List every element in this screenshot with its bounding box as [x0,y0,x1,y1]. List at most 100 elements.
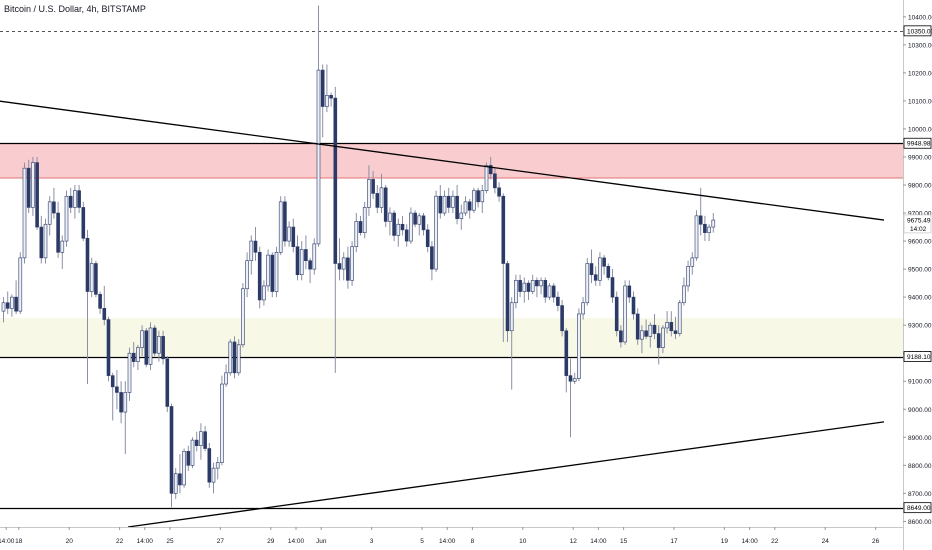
candle [299,241,304,281]
candle-body [283,201,287,242]
candle-body [438,195,443,214]
candle-body [5,302,10,309]
candle-body [379,187,384,208]
candle-body [409,212,413,242]
resistance-zone [0,142,903,179]
candle [358,215,363,236]
candle [64,190,69,247]
candle-body [703,223,707,233]
candle [22,162,27,264]
candle-body [304,249,308,261]
price-axis[interactable]: 8600.00 8700.00 8800.00 8900.00 9000.00 9100.… [903,0,932,550]
candle [682,277,686,306]
candle [644,319,648,340]
price-tick-label: 8900.00 [908,435,932,442]
candle-body [619,330,623,343]
candle-body [383,187,388,222]
candle-body [682,285,686,304]
candle [245,252,249,298]
candle [203,426,207,452]
candle [413,210,417,228]
candle [316,5,321,247]
candle [560,299,564,337]
candle [52,187,56,219]
candle [488,156,493,180]
candle-body [127,352,132,393]
candle-body [694,215,699,259]
price-tick-label: 10400.00 [908,14,932,21]
candle [56,201,60,258]
time-tick-label: 14:00 [0,538,15,545]
time-tick-label: 17 [670,538,678,545]
price-labels: 10350.00 9948.98 9188.10 8649.00 9675.49 14:0… [903,25,932,514]
candle [673,316,678,340]
candle-body [18,257,23,312]
candle-body [333,97,338,264]
candle [152,325,157,357]
horizontal-levels [0,31,903,510]
candle [270,252,275,298]
price-tick-label: 9300.00 [908,323,932,330]
candle [614,291,619,337]
candle [635,308,640,345]
last-price-label: 9675.49 [907,217,931,224]
candle-body [52,201,56,214]
candle-body [131,352,136,362]
level-price-label: 9188.10 [907,354,931,361]
price-tick-label: 10300.00 [908,42,932,49]
candle [442,190,447,216]
candle-body [631,296,636,315]
candle [581,297,585,320]
candle [375,185,380,214]
price-axis-bg [903,0,932,550]
candle-body [656,333,661,348]
candle-body [514,280,518,304]
candle-body [484,165,489,191]
candle-body [278,201,283,253]
candle-body [476,190,480,203]
candle-body [581,302,585,315]
candle-body [136,347,140,362]
candle [341,252,346,281]
candle [119,381,123,424]
candle-body [711,219,716,228]
candle-body [434,195,438,270]
candle [371,170,375,200]
candle [287,221,291,247]
candle-body [266,254,270,287]
candle-body [60,240,65,253]
candle [505,260,510,342]
candle-body [291,226,296,247]
candle-body [64,195,69,242]
candle-body [560,305,564,332]
candle [686,260,690,292]
candle-body [392,212,396,236]
candle [509,297,514,390]
support-zone [0,318,903,357]
candle-body [249,240,254,261]
candle [514,274,518,309]
price-tick-label: 8700.00 [908,491,932,498]
candle [291,218,296,253]
time-axis[interactable]: 14:0018202214:0025272914:00Jun3514:00810… [0,527,903,550]
candle [463,196,468,216]
candle [564,327,569,393]
time-tick-label: 20 [66,538,74,545]
candle-body [325,95,329,107]
candle [362,201,367,239]
candle-body [556,296,560,306]
candle-body [262,285,266,301]
time-axis-bg [0,527,903,550]
candle [115,370,119,410]
candle-body [404,229,409,242]
candle-body [488,165,493,175]
candle [161,330,165,365]
candle [438,185,443,219]
candle [577,308,581,382]
candle [77,185,81,214]
candle-body [224,372,228,385]
candle-body [312,243,317,270]
candle-body [287,226,291,242]
candle [661,325,665,354]
